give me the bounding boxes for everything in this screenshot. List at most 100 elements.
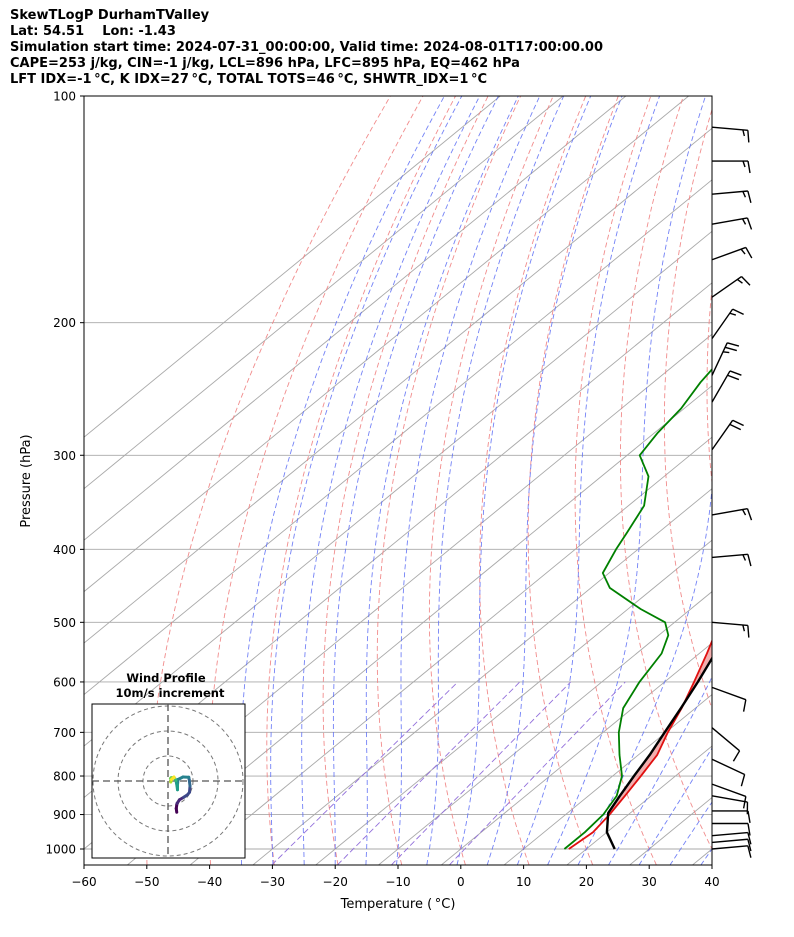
barb-staff <box>711 126 748 132</box>
isotherm-line <box>84 179 712 696</box>
wind-barb <box>712 822 751 836</box>
barb-feather <box>740 248 746 255</box>
x-tick-label: 40 <box>704 875 719 889</box>
barb-staff <box>711 190 748 195</box>
barb-feather <box>747 625 750 638</box>
barb-feather <box>741 509 747 516</box>
wind-barb <box>711 845 752 858</box>
wind-barb <box>711 190 752 203</box>
moist-adiabat <box>396 96 541 865</box>
wind-barb <box>712 160 751 174</box>
y-tick-label: 100 <box>53 90 76 104</box>
y-tick-label: 500 <box>53 616 76 630</box>
wind-barb <box>711 308 744 340</box>
barb-staff <box>711 419 734 451</box>
dry-adiabat <box>663 107 712 710</box>
y-tick-label: 300 <box>53 449 76 463</box>
isotherm-line <box>84 96 564 490</box>
dry-adiabat <box>706 284 712 487</box>
wind-barb <box>711 370 742 403</box>
isotherm-line <box>315 539 712 865</box>
mixing-ratio-line <box>391 681 572 865</box>
location-line: Lat: 54.51 Lon: -1.43 <box>10 24 176 39</box>
wind-barb <box>711 838 752 852</box>
x-tick-label: −30 <box>260 875 285 889</box>
moist-adiabat <box>426 96 565 865</box>
isotherm-line <box>84 96 689 593</box>
wind-barb <box>711 126 750 143</box>
wind-barb <box>711 783 747 809</box>
wind-barb <box>711 419 744 451</box>
barb-staff <box>711 621 748 627</box>
wind-barb <box>711 727 741 762</box>
y-tick-label: 600 <box>53 675 76 689</box>
barb-feather <box>729 370 742 376</box>
barb-staff <box>711 845 748 850</box>
y-tick-label: 400 <box>53 543 76 557</box>
wind-barb <box>711 621 750 638</box>
isotherm-line <box>127 385 712 865</box>
dry-adiabat <box>428 96 554 865</box>
barb-staff <box>711 795 748 803</box>
dry-adiabat <box>207 96 424 865</box>
dewpoint-line <box>563 367 712 850</box>
moist-adiabat <box>270 96 463 865</box>
barb-feather <box>742 191 747 198</box>
mixing-ratio-line <box>337 681 521 865</box>
barb-feather <box>742 699 747 712</box>
y-tick-label: 200 <box>53 316 76 330</box>
wind-barb <box>711 831 752 845</box>
barb-feather <box>747 839 752 852</box>
background-lines <box>84 96 794 865</box>
wind-barb <box>711 275 751 298</box>
x-tick-label: −10 <box>385 875 410 889</box>
barb-staff <box>711 507 748 516</box>
moist-adiabat <box>608 676 712 865</box>
barb-feather <box>742 554 747 561</box>
x-tick-label: −40 <box>197 875 222 889</box>
x-tick-label: 20 <box>579 875 594 889</box>
barb-staff <box>711 342 728 376</box>
barb-feather <box>747 823 751 836</box>
y-tick-label: 900 <box>53 808 76 822</box>
axes: −60 −50 −40 −30 −20 −10 0 10 20 30 40 1000 900 800 700… <box>45 90 719 890</box>
isotherm-line <box>566 745 712 865</box>
chart-title: SkewTLogP DurhamTValley <box>10 8 210 23</box>
cape-line: CAPE=253 j/kg, CIN=-1 j/kg, LCL=896 hPa,… <box>10 56 520 71</box>
barb-feather <box>727 374 740 381</box>
barb-feather <box>747 554 752 567</box>
y-tick-label: 1000 <box>45 843 76 857</box>
barb-feather <box>742 160 746 168</box>
barb-staff <box>711 217 748 225</box>
parcel-line <box>605 656 712 850</box>
dry-adiabat <box>789 96 794 865</box>
barb-feather <box>746 217 753 230</box>
barb-feather <box>747 130 750 143</box>
moist-adiabat <box>516 96 661 865</box>
isotherm-line <box>755 96 794 865</box>
wind-barb <box>711 758 746 787</box>
y-tick-label: 700 <box>53 726 76 740</box>
barb-staff <box>711 370 731 403</box>
barb-feather <box>747 832 752 845</box>
barb-feather <box>722 351 730 354</box>
isotherm-line <box>189 436 712 865</box>
header-block: SkewTLogP DurhamTValley Lat: 54.51 Lon: … <box>10 8 603 88</box>
moist-adiabat <box>486 96 623 865</box>
barb-feather <box>741 218 747 225</box>
barb-feather <box>747 845 752 858</box>
barb-feather <box>732 750 741 762</box>
barb-feather <box>746 508 753 521</box>
moist-adiabat <box>547 96 706 865</box>
barb-feather <box>742 624 746 632</box>
moist-adiabat <box>577 484 712 865</box>
barb-feather <box>732 308 744 316</box>
x-tick-label: 0 <box>457 875 465 889</box>
barb-feather <box>729 312 737 316</box>
isotherm-line <box>252 488 712 865</box>
cape-fill <box>732 96 794 597</box>
barb-feather <box>729 423 742 431</box>
wind-barb <box>711 507 753 521</box>
wind-barb <box>711 686 747 712</box>
